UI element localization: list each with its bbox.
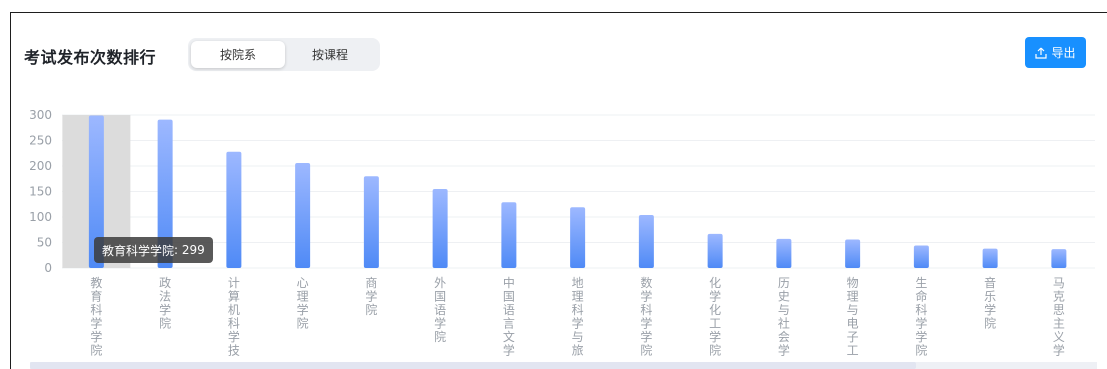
- export-button[interactable]: 导出: [1025, 37, 1086, 68]
- page-title: 考试发布次数排行: [24, 48, 157, 67]
- bar[interactable]: [845, 239, 861, 268]
- bar[interactable]: [570, 207, 586, 268]
- tooltip-label: 教育科学学院: [102, 243, 175, 258]
- x-tick-label: 物理与电子工: [847, 276, 859, 358]
- x-tick-label: 教育科学学院: [90, 275, 102, 358]
- upload-icon: [1035, 47, 1048, 59]
- bar[interactable]: [982, 248, 998, 268]
- x-tick-label: 外国语学院: [434, 276, 446, 344]
- x-tick-label: 政法学院: [159, 276, 171, 331]
- bar[interactable]: [776, 238, 792, 268]
- group-by-toggle: 按院系 按课程: [188, 38, 380, 71]
- y-tick-label: 100: [29, 210, 52, 224]
- chart-tooltip: 教育科学学院: 299: [94, 237, 213, 263]
- bar[interactable]: [88, 115, 104, 268]
- x-tick-label: 生命科学学院: [915, 276, 927, 358]
- panel-frame: [10, 12, 1107, 369]
- tooltip-sep: :: [174, 243, 179, 257]
- bar[interactable]: [363, 176, 379, 268]
- x-tick-label: 历史与社会学: [778, 276, 790, 358]
- y-tick-label: 300: [29, 108, 52, 122]
- bar[interactable]: [707, 233, 723, 268]
- bar[interactable]: [913, 245, 929, 268]
- x-tick-label: 计算机科学技: [228, 276, 240, 358]
- bar[interactable]: [432, 188, 448, 268]
- toggle-by-department[interactable]: 按院系: [191, 41, 285, 68]
- x-tick-label: 地理科学与旅: [572, 276, 584, 358]
- x-tick-label: 马克思主义学: [1053, 276, 1065, 358]
- bar[interactable]: [1051, 249, 1067, 268]
- y-tick-label: 200: [29, 159, 52, 173]
- x-tick-label: 化学化工学院: [709, 276, 721, 358]
- toggle-by-course[interactable]: 按课程: [311, 48, 348, 62]
- x-tick-label: 中国语言文学: [503, 275, 515, 358]
- bar[interactable]: [295, 162, 311, 268]
- y-tick-label: 0: [44, 261, 52, 275]
- y-tick-label: 150: [29, 185, 52, 199]
- bar[interactable]: [226, 151, 242, 268]
- x-tick-label: 数学科学学院: [640, 275, 652, 358]
- bar[interactable]: [157, 119, 173, 268]
- bar[interactable]: [638, 214, 654, 268]
- x-tick-label: 商学院: [365, 275, 377, 317]
- scrollbar-thumb[interactable]: [30, 362, 916, 369]
- tooltip-value: 299: [181, 243, 205, 257]
- y-tick-label: 50: [37, 236, 52, 250]
- y-tick-label: 250: [29, 134, 52, 148]
- bar[interactable]: [501, 202, 517, 268]
- chart-scrollbar[interactable]: [30, 362, 1097, 369]
- x-tick-label: 音乐学院: [984, 275, 996, 331]
- x-tick-label: 心理学院: [297, 276, 309, 331]
- export-label: 导出: [1051, 46, 1076, 60]
